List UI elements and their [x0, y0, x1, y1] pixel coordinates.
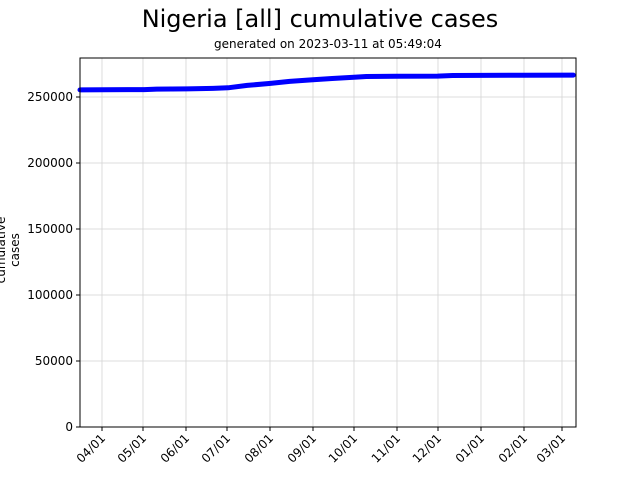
x-axis-ticks: 04/01 05/01 06/01 07/01 08/01 09/01 10/01 11/01…	[74, 427, 568, 466]
chart-subtitle: generated on 2023-03-11 at 05:49:04	[214, 37, 442, 51]
plot-frame	[79, 57, 577, 428]
y-tick-label: 200000	[27, 156, 73, 170]
x-tick-label: 01/01	[453, 431, 487, 465]
data-series	[77, 72, 576, 93]
chart-title: Nigeria [all] cumulative cases	[141, 5, 499, 33]
y-tick-label: 100000	[27, 288, 73, 302]
x-tick-label: 04/01	[74, 431, 108, 465]
y-axis-ticks: 0 50000 100000 150000 200000 250000	[27, 90, 80, 434]
x-tick-label: 10/01	[326, 431, 360, 465]
x-tick-label: 05/01	[115, 431, 149, 465]
cumulative-cases-line	[77, 72, 576, 93]
x-tick-label: 02/01	[496, 431, 530, 465]
y-tick-label: 0	[65, 420, 73, 434]
x-tick-label: 08/01	[242, 431, 276, 465]
y-tick-label: 50000	[35, 354, 73, 368]
x-tick-label: 03/01	[534, 431, 568, 465]
x-tick-label: 07/01	[199, 431, 233, 465]
x-tick-label: 06/01	[158, 431, 192, 465]
x-tick-label: 09/01	[285, 431, 319, 465]
x-tick-label: 12/01	[410, 431, 444, 465]
grid-lines	[80, 58, 576, 428]
y-tick-label: 250000	[27, 90, 73, 104]
x-tick-label: 11/01	[369, 431, 403, 465]
y-tick-label: 150000	[27, 222, 73, 236]
